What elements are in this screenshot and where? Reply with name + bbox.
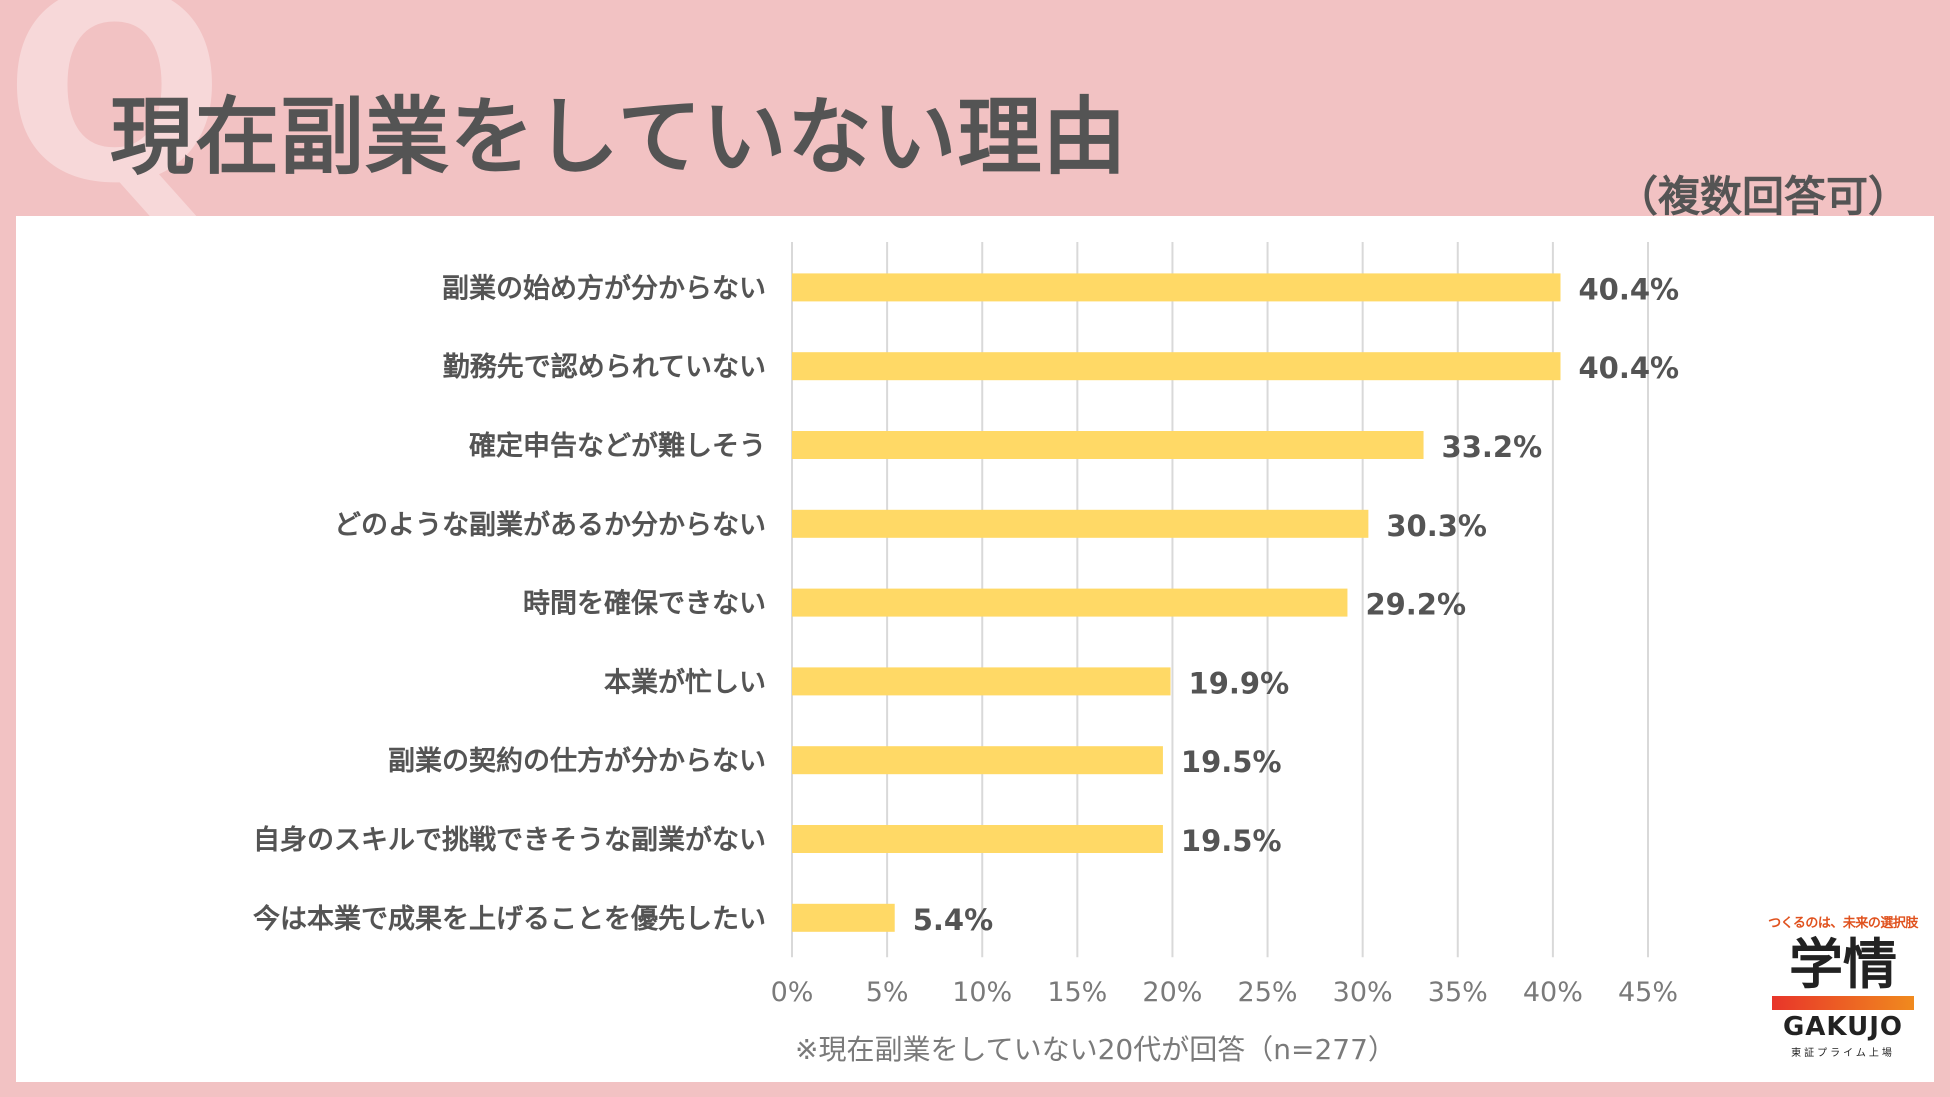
gakujo-logo: つくるのは、未来の選択肢 学情 GAKUJO 東証プライム上場 <box>1758 912 1928 1062</box>
bar <box>792 825 1163 853</box>
x-tick-label: 0% <box>771 977 814 1008</box>
bar <box>792 903 895 932</box>
x-tick-label: 15% <box>1047 977 1107 1008</box>
data-label: 19.5% <box>1181 824 1282 858</box>
data-label: 19.9% <box>1189 666 1290 700</box>
logo-kanji: 学情 <box>1789 933 1897 996</box>
logo-subtext: 東証プライム上場 <box>1791 1047 1895 1059</box>
x-tick-label: 20% <box>1142 977 1202 1008</box>
bar <box>792 509 1369 538</box>
category-label: 時間を確保できない <box>523 588 766 620</box>
data-label: 5.4% <box>913 903 993 937</box>
x-tick-label: 35% <box>1428 977 1488 1008</box>
data-label: 33.2% <box>1442 430 1543 464</box>
page-subtitle: （複数回答可） <box>1615 172 1910 221</box>
category-label: 副業の始め方が分からない <box>442 272 766 304</box>
bar-chart: 0% 5% 10% 15% 20% 25% 30% 35% 40% 45% 副業の始め方が分からない… <box>253 242 1679 1008</box>
category-label: 勤務先で認められていない <box>443 351 766 383</box>
category-label: 確定申告などが難しそう <box>469 430 766 462</box>
bar <box>792 746 1163 775</box>
x-tick-label: 40% <box>1523 977 1583 1008</box>
chart-panel: 0% 5% 10% 15% 20% 25% 30% 35% 40% 45% 副業の始め方が分からない… <box>16 216 1934 1082</box>
page-title: 現在副業をしていない理由 <box>110 88 1128 186</box>
bar <box>792 431 1424 459</box>
x-tick-label: 5% <box>866 977 909 1008</box>
bar <box>792 588 1348 617</box>
q-watermark: Q <box>4 0 226 241</box>
category-label: 今は本業で成果を上げることを優先したい <box>253 903 766 935</box>
data-label: 30.3% <box>1386 509 1487 543</box>
category-label: 本業が忙しい <box>604 666 766 698</box>
data-label: 19.5% <box>1181 745 1282 779</box>
x-tick-label: 30% <box>1333 977 1393 1008</box>
bar <box>792 273 1561 302</box>
footnote: ※現在副業をしていない20代が回答（n=277） <box>795 1033 1396 1066</box>
x-tick-label: 45% <box>1618 977 1678 1008</box>
logo-english: GAKUJO <box>1782 1011 1904 1042</box>
category-label: 自身のスキルで挑戦できそうな副業がない <box>253 824 766 856</box>
x-tick-label: 10% <box>952 977 1012 1008</box>
bar <box>792 352 1561 381</box>
logo-color-bar <box>1772 995 1914 1010</box>
category-label: 副業の契約の仕方が分からない <box>388 745 766 777</box>
logo-tagline: つくるのは、未来の選択肢 <box>1768 916 1918 931</box>
data-label: 40.4% <box>1578 272 1679 306</box>
data-label: 40.4% <box>1578 351 1679 385</box>
category-label: どのような副業があるか分からない <box>334 509 766 541</box>
data-label: 29.2% <box>1365 588 1466 622</box>
bar <box>792 667 1171 696</box>
x-tick-label: 25% <box>1238 977 1298 1008</box>
